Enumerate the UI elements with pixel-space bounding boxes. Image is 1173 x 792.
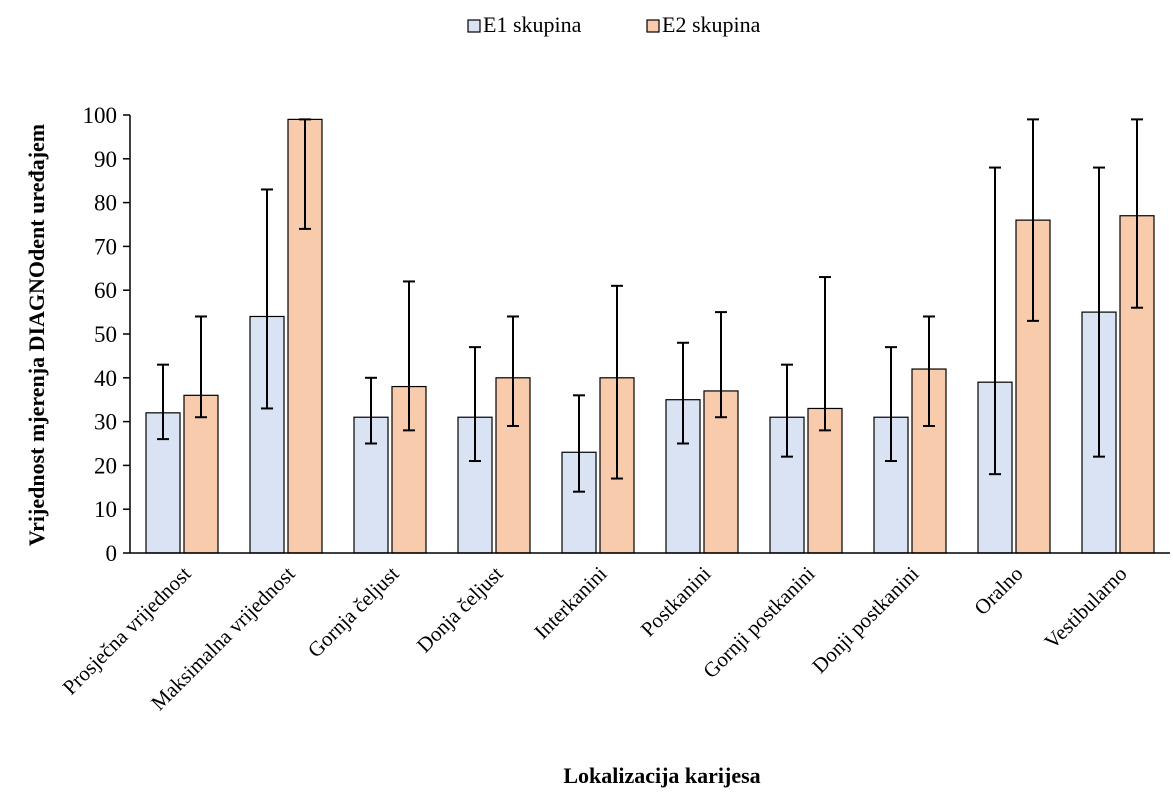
y-tick-label: 100: [83, 103, 118, 128]
x-category-label: Gornji postkanini: [698, 561, 819, 682]
y-tick-label: 70: [94, 234, 117, 259]
y-tick-label: 50: [94, 322, 117, 347]
y-tick-label: 60: [94, 278, 117, 303]
y-tick-label: 30: [94, 410, 117, 435]
legend-swatch-e1: [467, 19, 481, 33]
x-category-label: Donja čeljust: [412, 561, 508, 657]
legend: E1 skupina E2 skupina: [467, 12, 761, 37]
bars: [145, 118, 1155, 554]
y-axis: 0 10 20 30 40 50 60 70 80 90 100: [83, 103, 131, 566]
legend-label-e1: E1 skupina: [483, 12, 582, 37]
y-axis-title: Vrijednost mjerenja DIAGNOdent uređajem: [24, 124, 49, 546]
y-tick-label: 10: [94, 497, 117, 522]
x-category-label: Gornja čeljust: [303, 561, 404, 662]
y-tick-label: 20: [94, 453, 117, 478]
y-tick-label: 80: [94, 191, 117, 216]
legend-label-e2: E2 skupina: [662, 12, 761, 37]
bar-e2-0: [183, 394, 219, 554]
y-tick-label: 90: [94, 147, 117, 172]
legend-swatch-e2: [646, 19, 660, 33]
y-tick-label: 0: [106, 541, 118, 566]
x-category-label: Interkanini: [529, 561, 611, 643]
x-category-label: Donji postkanini: [807, 561, 923, 677]
x-category-label: Postkanini: [636, 561, 716, 641]
x-category-label: Vestibularno: [1040, 562, 1132, 654]
x-category-label: Oralno: [969, 562, 1027, 620]
error-bars: [157, 118, 1143, 493]
x-axis-title: Lokalizacija karijesa: [563, 763, 760, 788]
y-tick-label: 40: [94, 366, 117, 391]
